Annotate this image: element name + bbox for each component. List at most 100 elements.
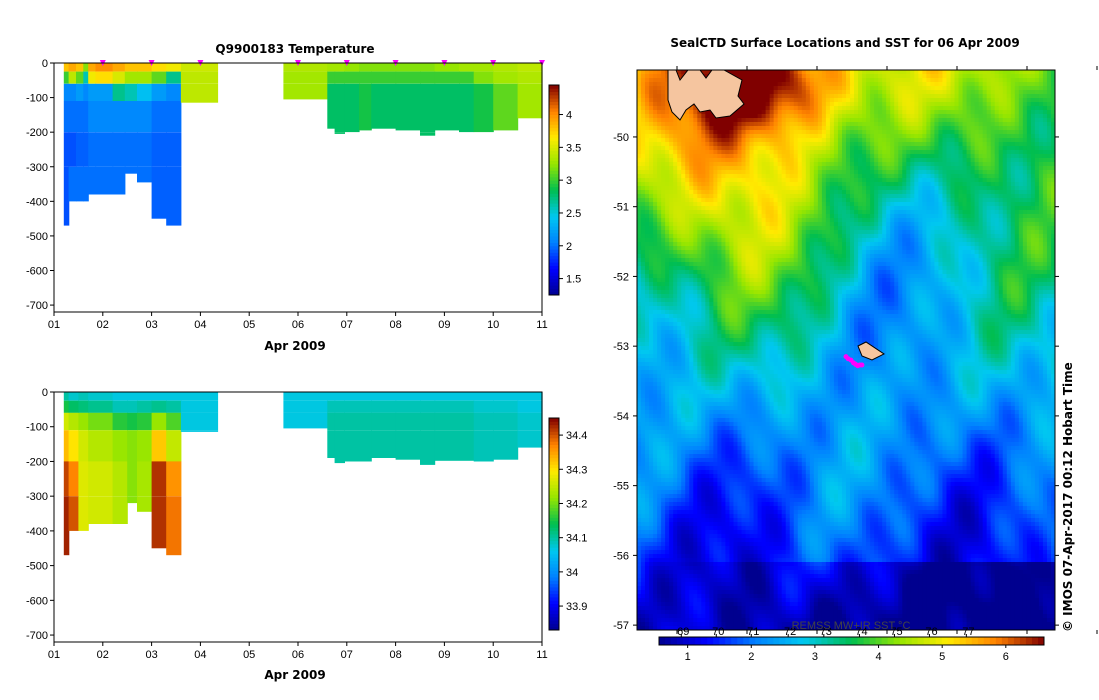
sst-cell <box>890 90 895 95</box>
sst-cell <box>701 70 706 75</box>
y-tick-label: -100 <box>26 93 48 105</box>
sst-cell <box>1026 178 1032 183</box>
sst-cell <box>930 122 935 127</box>
colorbar-segment <box>549 209 559 214</box>
salinity-cell-16-1 <box>420 400 436 413</box>
sst-cell <box>797 186 803 191</box>
sst-cell <box>938 222 943 227</box>
sst-cell <box>950 226 956 231</box>
sst-cell <box>974 174 980 179</box>
colorbar-segment <box>549 111 559 116</box>
sst-cell <box>717 126 722 131</box>
sst-cell <box>986 230 992 235</box>
salinity-cell-3-1 <box>88 400 114 413</box>
salinity-cell-18-2 <box>473 412 494 431</box>
sst-cell <box>809 102 815 107</box>
sst-cell <box>902 86 907 91</box>
sst-cell <box>930 214 935 219</box>
sst-cell <box>777 134 783 139</box>
sst-cell <box>677 190 682 195</box>
sst-cell <box>990 162 996 167</box>
sst-cell <box>773 182 779 187</box>
sst-cell <box>717 210 722 215</box>
sst-cell <box>1018 178 1024 183</box>
sst-cell <box>805 198 811 203</box>
sst-cell <box>793 122 799 127</box>
sst-cell <box>689 234 694 239</box>
sst-cell <box>709 178 714 183</box>
sst-cell <box>801 122 807 127</box>
sst-cell <box>749 98 755 103</box>
sst-cell <box>906 86 911 91</box>
sst-cell <box>934 158 939 163</box>
sst-cell <box>974 86 980 91</box>
sst-cell <box>874 218 879 223</box>
sst-cell <box>781 210 787 215</box>
sst-cell <box>741 178 747 183</box>
sst-cell <box>954 78 960 83</box>
sst-cell <box>978 86 984 91</box>
sst-cell <box>737 126 742 131</box>
sst-cell <box>958 86 964 91</box>
sst-cell <box>673 218 678 223</box>
sst-cell <box>669 122 674 127</box>
sst-cell <box>645 154 650 159</box>
sst-cell <box>749 150 755 155</box>
sst-cell <box>729 162 734 167</box>
sst-cell <box>789 78 795 83</box>
sst-cell <box>757 118 763 123</box>
sst-cell <box>765 158 771 163</box>
sst-cell <box>657 110 662 115</box>
sst-cell <box>882 186 887 191</box>
sst-cell <box>922 86 927 91</box>
sst-cell <box>930 86 935 91</box>
sst-cell <box>854 202 859 207</box>
sst-cell <box>918 122 923 127</box>
sst-cell <box>862 206 867 211</box>
sst-cell <box>1030 218 1036 223</box>
sst-cell <box>954 182 960 187</box>
sst-cell <box>765 82 771 87</box>
sst-cell <box>773 98 779 103</box>
sst-cell <box>681 70 686 75</box>
sst-cell <box>817 206 823 211</box>
sst-cell <box>902 78 907 83</box>
sst-cell <box>825 126 831 131</box>
sst-cell <box>665 74 670 79</box>
sst-cell <box>926 110 931 115</box>
colorbar-segment <box>549 285 559 289</box>
sst-cell <box>709 206 714 211</box>
sst-cell <box>858 234 863 239</box>
sst-cell <box>918 74 923 79</box>
sst-cell <box>998 98 1004 103</box>
sst-cell <box>938 234 943 239</box>
temperature-cell-6-1 <box>112 71 126 84</box>
salinity-cell-6-5 <box>137 496 153 512</box>
sst-cell <box>721 206 726 211</box>
sst-cell <box>769 214 775 219</box>
sst-cell <box>673 182 678 187</box>
sst-cell <box>833 218 839 223</box>
sst-cell <box>994 122 1000 127</box>
sst-cell <box>837 182 843 187</box>
sst-cell <box>661 222 666 227</box>
sst-cell <box>641 86 646 91</box>
salinity-cell-17-2 <box>434 412 475 431</box>
sst-cell <box>874 174 879 179</box>
sst-cell <box>793 118 799 123</box>
sst-cell <box>677 242 682 247</box>
sst-cell <box>1042 138 1048 143</box>
sst-cell <box>1034 234 1040 239</box>
sst-cell <box>862 166 867 171</box>
x-tick-label: 06 <box>292 649 304 661</box>
sst-cell <box>833 234 839 239</box>
sst-cell <box>922 170 927 175</box>
sst-cell <box>906 90 911 95</box>
sst-cell <box>805 138 811 143</box>
sst-cell <box>938 78 943 83</box>
sst-cell <box>886 74 891 79</box>
x-tick-label: 05 <box>243 649 255 661</box>
sst-cell <box>1010 106 1016 111</box>
sst-cell <box>894 70 899 75</box>
sst-cell <box>990 174 996 179</box>
